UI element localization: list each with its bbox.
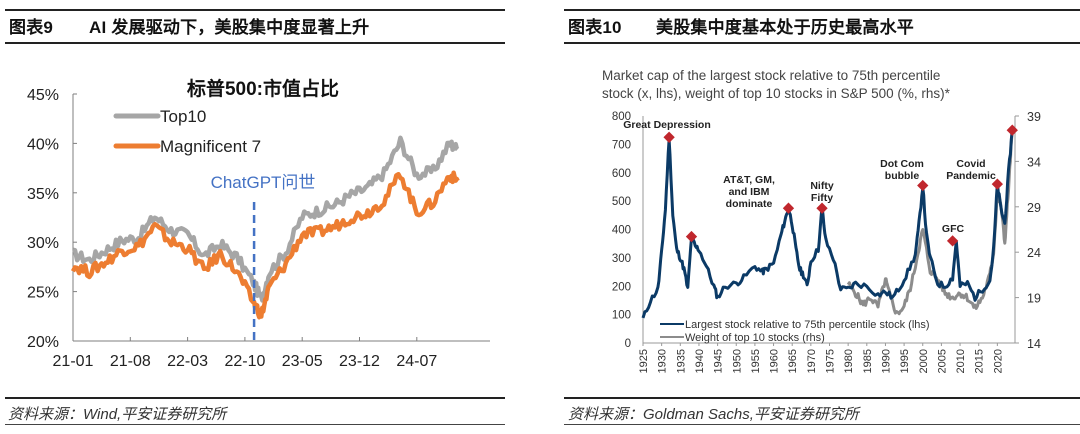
series-line-largest-stock [641,130,1014,319]
source-note: 资料来源：Wind,平安证券研究所 [8,406,227,423]
top-rule [5,9,505,11]
chart-title-line1: Market cap of the largest stock relative… [602,68,940,83]
source-note: 资料来源：Goldman Sachs,平安证券研究所 [568,406,859,423]
annotation-label: AT&T, GM, [723,174,775,186]
y-tick-label: 20% [27,334,59,351]
y-tick-label: 25% [27,285,59,302]
figure-title-text: 美股集中度基本处于历史最高水平 [656,18,914,37]
annotation-label: GFC [942,223,965,235]
x-tick-label: 1950 [731,349,743,373]
x-tick-label: 1945 [713,349,725,373]
annotation-label: and IBM [729,186,770,198]
x-tick-label: 1940 [694,349,706,373]
title-underline-rule [564,42,1080,44]
left-line-chart: 标普500:市值占比 20% 25% 30% 35% 40% 45% 21-01 21-08 22… [27,77,490,370]
peak-marker-icon [816,202,828,214]
x-tick-label: 2005 [936,349,948,373]
x-tick-label: 24-07 [396,353,437,370]
x-tick-label: 1955 [750,349,762,373]
left-y-tick-label: 400 [612,225,631,237]
x-tick-label: 21-08 [110,353,151,370]
annotation-label: bubble [885,170,920,182]
peak-marker-icon [1006,124,1018,136]
series-line-mag7 [70,170,460,320]
left-figure-panel: 图表9 AI 发展驱动下，美股集中度显著上升 标普500:市值占比 20% 25% 30… [5,9,505,425]
x-tick-label: 1965 [787,349,799,373]
right-y-tick-label: 34 [1027,155,1041,169]
annotation-label: Covid [956,158,985,170]
right-y-tick-label: 29 [1027,201,1041,215]
legend-label-top10: Top10 [160,107,206,126]
x-tick-label: 2015 [974,349,986,373]
figure-10-title: 图表10 美股集中度基本处于历史最高水平 [568,13,914,38]
legend-label-mag7: Magnificent 7 [160,137,261,156]
figure-number: 图表9 [9,18,54,37]
x-tick-label: 2020 [992,349,1004,373]
x-tick-label: 1985 [862,349,874,373]
figure-9-title: 图表9 AI 发展驱动下，美股集中度显著上升 [9,13,369,38]
x-tick-label: 1980 [843,349,855,373]
x-tick-label: 1975 [825,349,837,373]
x-tick-label: 22-03 [167,353,208,370]
x-tick-label: 1990 [880,349,892,373]
legend-label-largest-stock: Largest stock relative to 75th percentil… [685,319,930,331]
right-y-tick-label: 14 [1027,337,1041,351]
x-tick-label: 2010 [955,349,967,373]
source-bottom-rule [5,424,505,425]
title-underline-rule [5,42,505,44]
x-tick-label: 2000 [918,349,930,373]
chart-title: 标普500:市值占比 [187,77,339,100]
x-tick-label: 23-05 [282,353,323,370]
x-tick-label: 22-10 [224,353,265,370]
left-y-tick-label: 0 [625,338,631,350]
y-tick-label: 45% [27,87,59,104]
peak-marker-icon [991,178,1004,190]
right-dual-axis-chart: Market cap of the largest stock relative… [602,68,1041,373]
right-y-tick-label: 39 [1027,110,1041,124]
peak-marker-icon [782,202,795,214]
top-rule [564,9,1080,11]
left-y-tick-label: 100 [612,310,631,322]
annotation-label: Pandemic [946,170,996,182]
x-tick-label: 1930 [657,349,669,373]
y-tick-label: 30% [27,235,59,252]
figure-title-text: AI 发展驱动下，美股集中度显著上升 [89,18,370,37]
y-tick-label: 35% [27,186,59,203]
left-y-tick-label: 800 [612,111,631,123]
annotation-label: Fifty [811,192,833,204]
x-tick-label: 21-01 [53,353,94,370]
x-tick-label: 1925 [638,349,650,373]
x-tick-label: 1935 [675,349,687,373]
x-tick-label: 1995 [899,349,911,373]
peak-marker-icon [663,131,675,143]
source-top-rule [564,397,1080,399]
x-tick-label: 23-12 [339,353,380,370]
figure-number: 图表10 [568,18,622,37]
series-line-top10 [72,135,460,303]
annotation-label: Great Depression [623,119,711,131]
y-tick-label: 40% [27,136,59,153]
annotation-label: Dot Com [880,158,924,170]
left-y-tick-label: 700 [612,139,631,151]
right-y-tick-label: 24 [1027,246,1041,260]
annotation-label: dominate [726,198,773,210]
x-tick-label: 1960 [769,349,781,373]
right-figure-panel: 图表10 美股集中度基本处于历史最高水平 Market cap of the la… [540,0,1080,434]
chatgpt-annotation: ChatGPT问世 [211,173,316,192]
source-top-rule [5,397,505,399]
peak-marker-icon [917,179,929,192]
left-y-tick-label: 600 [612,168,631,180]
legend-label-weight-top10: Weight of top 10 stocks (rhs) [685,332,825,344]
chart-title-line2: stock (x, lhs), weight of top 10 stocks … [602,86,951,101]
right-y-tick-label: 19 [1027,292,1041,306]
left-y-tick-label: 500 [612,196,631,208]
peak-marker-icon [946,235,959,247]
left-y-tick-label: 200 [612,281,631,293]
annotation-label: Nifty [810,180,833,192]
left-y-tick-label: 300 [612,253,631,265]
x-tick-label: 1970 [806,349,818,373]
source-bottom-rule [564,424,1080,425]
peak-marker-icon [685,230,698,243]
